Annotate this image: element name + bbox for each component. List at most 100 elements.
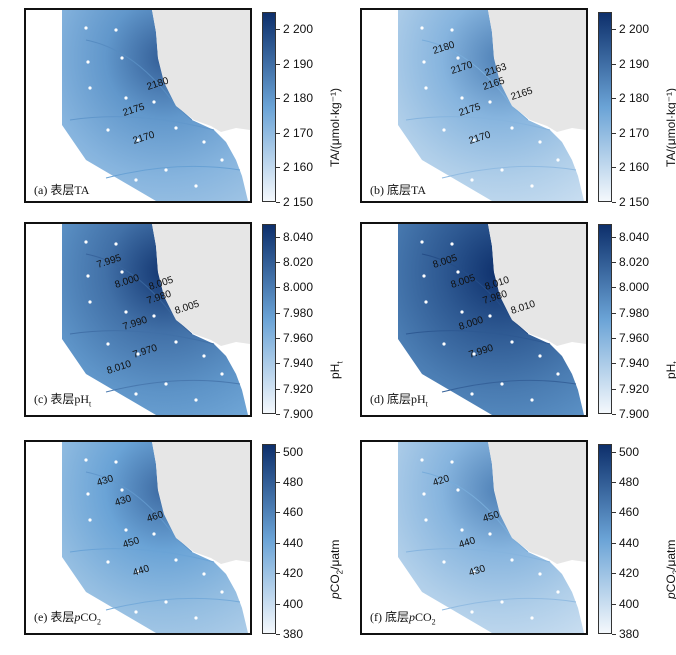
station-point xyxy=(460,528,464,532)
colorbar-tick xyxy=(612,63,616,65)
colorbar-tick xyxy=(276,634,280,635)
colorbar-tick xyxy=(612,512,616,514)
contour-line xyxy=(441,597,577,611)
contour-line xyxy=(421,39,529,121)
map-panel-d: 7.980 8.000 7.990 8.005 8.005 8.010 8.010 (d) 底… xyxy=(360,222,588,417)
colorbar-tick-label: 2 160 xyxy=(619,160,650,175)
station-point xyxy=(174,558,178,562)
colorbar-tick-label: 8.040 xyxy=(619,229,650,244)
station-point xyxy=(500,382,504,386)
station-point xyxy=(120,488,124,492)
station-point xyxy=(194,398,198,402)
station-point xyxy=(442,128,446,132)
station-point xyxy=(88,300,92,304)
station-point xyxy=(456,270,460,274)
station-point xyxy=(152,100,156,104)
station-point xyxy=(120,270,124,274)
station-point xyxy=(422,274,426,278)
station-point xyxy=(472,138,476,142)
colorbar-tick xyxy=(276,451,280,453)
colorbar-gradient xyxy=(262,224,276,414)
station-point xyxy=(456,56,460,60)
station-point xyxy=(420,26,424,30)
colorbar-tick xyxy=(276,236,280,238)
colorbar-tick xyxy=(276,338,280,339)
station-point xyxy=(106,342,110,346)
panel-label: (d) 底层pHt xyxy=(368,391,430,411)
sea-field xyxy=(398,10,584,201)
station-point xyxy=(422,492,426,496)
colorbar-tick xyxy=(276,603,280,605)
colorbar-tick xyxy=(612,603,616,605)
colorbar-tick-label: 7.960 xyxy=(619,331,650,345)
colorbar-tick-label: 420 xyxy=(283,566,304,581)
station-point xyxy=(202,354,206,358)
station-point xyxy=(86,60,90,64)
station-point xyxy=(538,572,542,576)
station-point xyxy=(538,140,542,144)
colorbar-tick xyxy=(276,132,280,134)
station-point xyxy=(510,558,514,562)
contour-line xyxy=(441,165,577,179)
colorbar-tick-label: 7.900 xyxy=(283,407,314,421)
station-point xyxy=(84,26,88,30)
station-point xyxy=(460,310,464,314)
colorbar-tick-label: 7.980 xyxy=(619,305,650,320)
colorbar-tick-label: 7.900 xyxy=(619,407,650,421)
colorbar-tick xyxy=(612,132,616,134)
sea-field xyxy=(62,10,248,201)
colorbar-tick-label: 7.940 xyxy=(283,356,314,371)
station-point xyxy=(510,340,514,344)
station-point xyxy=(220,158,224,162)
station-point xyxy=(194,184,198,188)
colorbar-tick xyxy=(612,98,616,100)
colorbar-unit-label: pHt xyxy=(664,361,676,379)
map-panel-c: 7.980 7.990 7.970 7.995 8.000 8.005 8.005 8.010… xyxy=(24,222,252,417)
colorbar-tick xyxy=(612,363,616,365)
colorbar-tick-label: 2 190 xyxy=(283,56,314,71)
colorbar-gradient xyxy=(262,444,276,634)
station-point xyxy=(106,128,110,132)
colorbar-unit-label: TA/(μmol·kg⁻¹) xyxy=(664,87,676,167)
colorbar-tick xyxy=(612,482,616,483)
map-panel-a: 2180 2175 2170 (a) 表层TA xyxy=(24,8,252,203)
colorbar-tick xyxy=(612,262,616,263)
colorbar-tick-label: 7.980 xyxy=(283,305,314,320)
colorbar-tick-label: 480 xyxy=(619,475,640,489)
colorbar-gradient xyxy=(598,12,612,202)
sea-field xyxy=(398,442,584,633)
station-point xyxy=(120,56,124,60)
colorbar-tick xyxy=(276,312,280,314)
colorbar-tick xyxy=(612,634,616,635)
colorbar-tick-label: 440 xyxy=(619,535,640,550)
station-point xyxy=(86,274,90,278)
station-point xyxy=(152,532,156,536)
station-point xyxy=(500,600,504,604)
colorbar-unit-label: TA/(μmol·kg⁻¹) xyxy=(328,87,342,167)
contour-label: 440 xyxy=(132,563,152,579)
station-point xyxy=(136,138,140,142)
station-point xyxy=(424,300,428,304)
station-point xyxy=(220,590,224,594)
colorbar-tick xyxy=(612,573,616,575)
contour-label: 440 xyxy=(458,535,478,551)
colorbar-tick xyxy=(612,338,616,339)
colorbar-tick xyxy=(612,287,616,289)
colorbar-tick xyxy=(612,29,616,31)
colorbar-tick-label: 2 150 xyxy=(283,195,314,209)
station-point xyxy=(470,392,474,396)
station-point xyxy=(164,168,168,172)
panel-label: (f) 底层pCO2 xyxy=(368,609,438,629)
panel-label: (a) 表层TA xyxy=(32,183,92,197)
contour-line xyxy=(85,39,193,121)
contour-label: 420 xyxy=(432,473,452,489)
station-point xyxy=(202,140,206,144)
colorbar-unit-label: pCO2/μatm xyxy=(664,539,676,599)
colorbar-tick-label: 380 xyxy=(283,627,304,641)
station-point xyxy=(488,532,492,536)
